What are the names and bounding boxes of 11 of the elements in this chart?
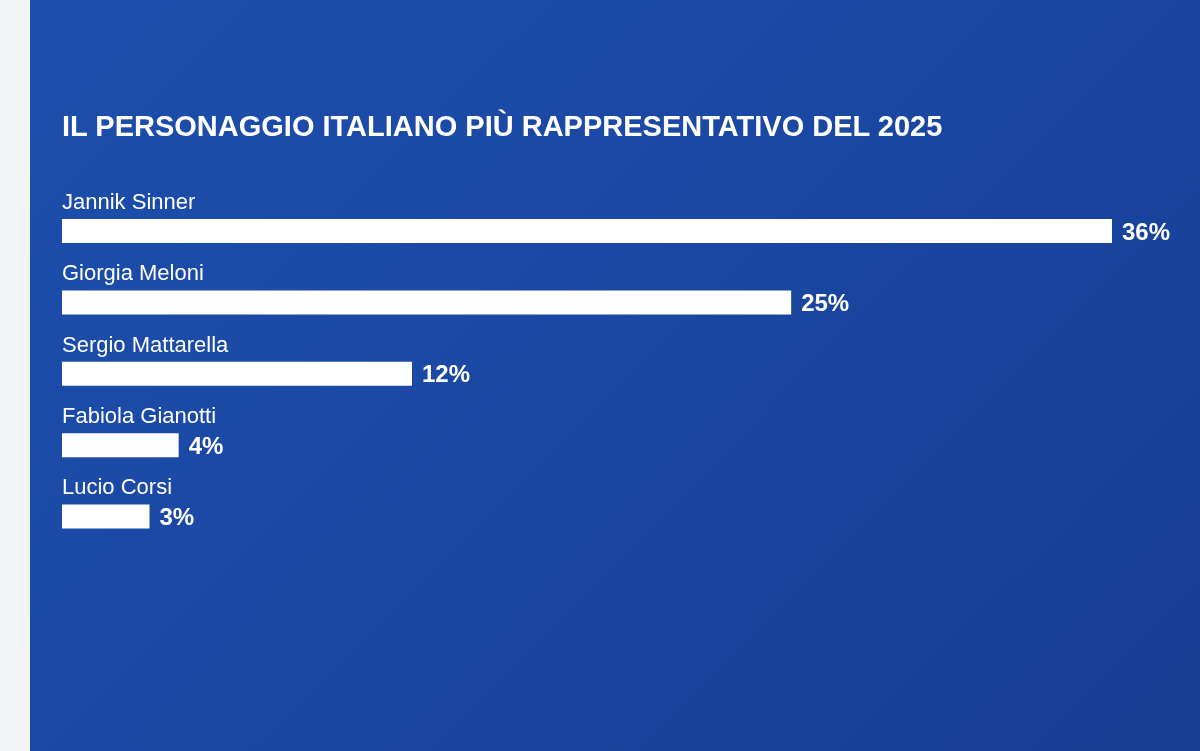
y-tick-label: Fabiola Gianotti: [62, 402, 217, 428]
data-label: 3%: [159, 503, 195, 531]
y-tick-label: Giorgia Meloni: [62, 260, 204, 286]
y-tick-label: Jannik Sinner: [62, 188, 196, 214]
data-label: 12%: [422, 360, 471, 388]
chart-title: IL PERSONAGGIO ITALIANO PIÙ RAPPRESENTATIVO DEL 2025: [62, 110, 943, 143]
data-label: 25%: [801, 288, 850, 316]
y-tick-label: Lucio Corsi: [62, 474, 173, 500]
data-label: 36%: [1122, 217, 1171, 245]
y-tick-label: Sergio Mattarella: [62, 331, 230, 357]
data-label: 4%: [188, 431, 224, 459]
